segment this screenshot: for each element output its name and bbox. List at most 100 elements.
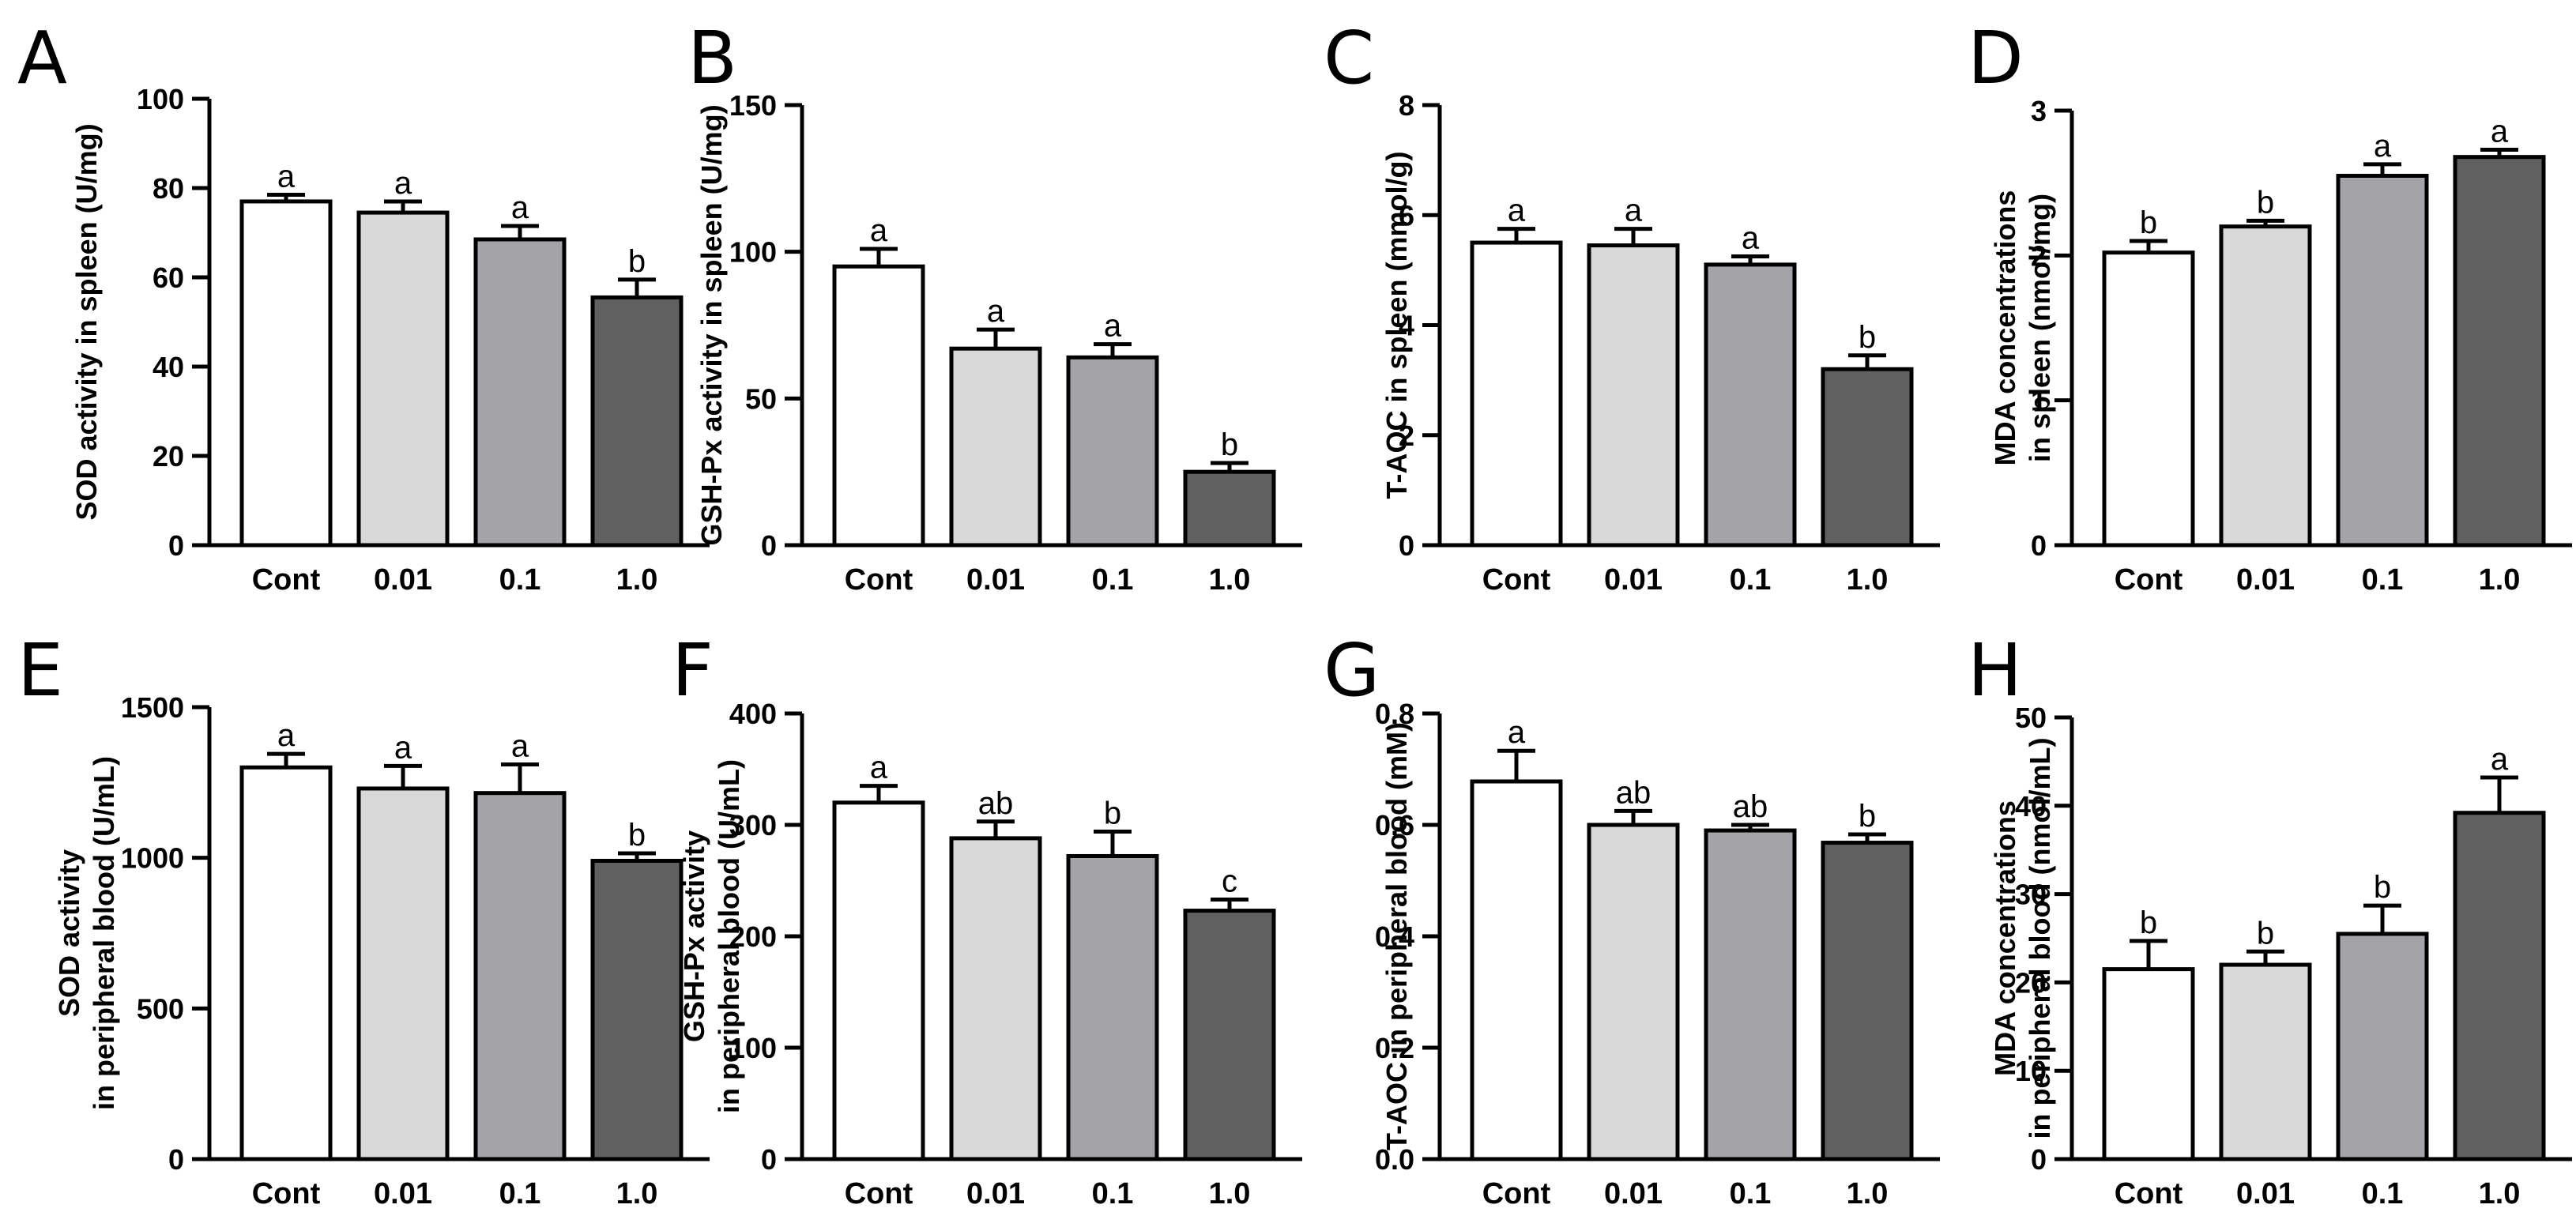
- panel-f-sig-label-2: ab: [978, 786, 1014, 821]
- panel-d-category-label-1: Cont: [2115, 563, 2183, 597]
- panel-f-y-axis-title: in peripheral blood (U/mL): [713, 759, 745, 1113]
- panel-a-y-tick-label: 80: [153, 172, 184, 205]
- panel-a-category-label-4: 1.0: [616, 563, 658, 597]
- panel-f-y-tick-label: 0: [761, 1143, 777, 1176]
- panel-e-sig-label-2: a: [394, 730, 412, 765]
- panel-c-bar-4: [1821, 367, 1914, 548]
- panel-f-category-label-2: 0.01: [966, 1177, 1025, 1210]
- panel-a-sig-label-2: a: [394, 166, 412, 201]
- panel-g-bar-4: [1821, 841, 1914, 1161]
- panel-c-y-tick-label: 0: [1399, 529, 1414, 562]
- panel-h-y-tick-label: 20: [2015, 966, 2047, 999]
- panel-e-bar-1: [239, 765, 333, 1161]
- panel-a-category-label-2: 0.01: [374, 563, 432, 597]
- panel-b-category-label-3: 0.1: [1092, 563, 1134, 597]
- panel-a-bar-4: [590, 295, 684, 548]
- panel-h-letter: H: [1968, 628, 2022, 713]
- panel-c-category-label-1: Cont: [1482, 563, 1551, 597]
- panel-f-sig-label-4: c: [1222, 864, 1237, 898]
- panel-a-y-axis-title: SOD activity in spleen (U/mg): [70, 123, 103, 520]
- panel-g-y-axis-title: T-AOC in peripheral blood (mM): [1380, 722, 1413, 1150]
- panel-h-bar-2: [2219, 962, 2312, 1161]
- panel-a-y-tick-label: 40: [153, 351, 184, 383]
- panel-c-y-tick-label: 2: [1399, 420, 1414, 452]
- panel-f-y-tick-label: 300: [729, 809, 777, 841]
- panel-f-category-label-4: 1.0: [1209, 1177, 1251, 1210]
- panel-f-sig-label-1: a: [870, 751, 888, 785]
- panel-e-y-tick-label: 1500: [121, 691, 184, 724]
- panel-a-sig-label-4: b: [628, 244, 646, 279]
- panel-f-bar-3: [1066, 853, 1159, 1161]
- panel-h-y-axis-title: MDA concentrations: [1989, 800, 2021, 1076]
- panel-c-sig-label-4: b: [1859, 320, 1876, 355]
- panel-b-bar-4: [1183, 469, 1276, 548]
- panel-h-sig-label-1: b: [2140, 905, 2157, 940]
- panel-a-bar-2: [356, 210, 450, 548]
- panel-d-bar-4: [2453, 155, 2546, 548]
- panel-g-category-label-4: 1.0: [1847, 1177, 1889, 1210]
- panel-c-y-axis-title: T-AOC in spleen (mmol/g): [1380, 151, 1413, 499]
- panel-b-y-tick-label: 100: [729, 236, 777, 269]
- panel-c-category-label-3: 0.1: [1730, 563, 1772, 597]
- panel-e-sig-label-3: a: [511, 728, 529, 763]
- panel-d-bar-2: [2219, 224, 2312, 548]
- panel-b-sig-label-3: a: [1104, 309, 1122, 344]
- panel-h-y-axis-title: in peripheral blood (nmol/mL): [2024, 738, 2056, 1139]
- panel-d-y-tick-label: 1: [2031, 385, 2047, 417]
- panel-d-y-tick-label: 0: [2031, 529, 2047, 562]
- panel-d-sig-label-3: a: [2374, 129, 2392, 164]
- panel-h-y-tick-label: 30: [2015, 879, 2047, 911]
- panel-b-sig-label-2: a: [987, 294, 1005, 329]
- panel-c-category-label-2: 0.01: [1604, 563, 1663, 597]
- panel-b-category-label-1: Cont: [845, 563, 913, 597]
- panel-c-sig-label-3: a: [1742, 220, 1760, 255]
- panel-e-y-tick-label: 0: [168, 1143, 184, 1176]
- panel-d-letter: D: [1968, 16, 2024, 100]
- panel-b-y-tick-label: 50: [745, 382, 777, 415]
- panel-d-sig-label-4: a: [2491, 115, 2509, 149]
- panel-h-bar-3: [2336, 932, 2429, 1161]
- panel-f-letter: F: [672, 628, 714, 713]
- panel-g-y-tick-label: 0.2: [1375, 1032, 1414, 1064]
- panel-e-category-label-1: Cont: [252, 1177, 321, 1210]
- panel-d-y-tick-label: 2: [2031, 239, 2047, 272]
- panel-d-sig-label-1: b: [2140, 205, 2157, 240]
- panel-c-sig-label-1: a: [1508, 194, 1526, 228]
- panel-g-y-tick-label: 0.8: [1375, 698, 1414, 730]
- panel-d-category-label-3: 0.1: [2362, 563, 2404, 597]
- panel-g-sig-label-3: ab: [1733, 789, 1768, 824]
- panel-e-y-axis-title: SOD activity: [53, 849, 85, 1017]
- panel-g-bar-2: [1587, 823, 1680, 1161]
- panel-g-y-tick-label: 0.4: [1375, 920, 1414, 953]
- panel-b-bar-3: [1066, 355, 1159, 548]
- panel-h-sig-label-4: a: [2491, 742, 2509, 777]
- panel-e-sig-label-4: b: [628, 818, 646, 853]
- panel-h-bar-4: [2453, 811, 2546, 1161]
- panel-h-bar-1: [2102, 967, 2195, 1161]
- panel-c-sig-label-2: a: [1625, 194, 1643, 228]
- panel-d-y-axis-title: MDA concentrations: [1989, 190, 2021, 466]
- panel-e-bar-4: [590, 858, 684, 1161]
- panel-e-sig-label-1: a: [277, 718, 296, 753]
- panel-h-category-label-1: Cont: [2115, 1177, 2183, 1210]
- panel-e-letter: E: [17, 628, 63, 713]
- panel-h-category-label-2: 0.01: [2236, 1177, 2295, 1210]
- panel-g-bar-1: [1470, 779, 1563, 1161]
- panel-a-category-label-1: Cont: [252, 563, 321, 597]
- panel-d-category-label-4: 1.0: [2479, 563, 2521, 597]
- panel-c-y-tick-label: 4: [1399, 310, 1414, 342]
- panel-e-category-label-2: 0.01: [374, 1177, 432, 1210]
- panel-d-category-label-2: 0.01: [2236, 563, 2295, 597]
- panel-a-letter: A: [17, 16, 67, 100]
- panel-g-y-tick-label: 0.0: [1375, 1143, 1414, 1176]
- panel-a-bar-1: [239, 199, 333, 548]
- panel-g-sig-label-1: a: [1508, 715, 1526, 750]
- panel-c-category-label-4: 1.0: [1847, 563, 1889, 597]
- panel-g-bar-3: [1704, 828, 1797, 1161]
- panel-h-y-tick-label: 50: [2015, 702, 2047, 734]
- panel-h-sig-label-2: b: [2257, 916, 2274, 951]
- panel-a-category-label-3: 0.1: [499, 563, 541, 597]
- panel-e-category-label-3: 0.1: [499, 1177, 541, 1210]
- panel-a-y-tick-label: 20: [153, 440, 184, 472]
- panel-d-bar-1: [2102, 250, 2195, 548]
